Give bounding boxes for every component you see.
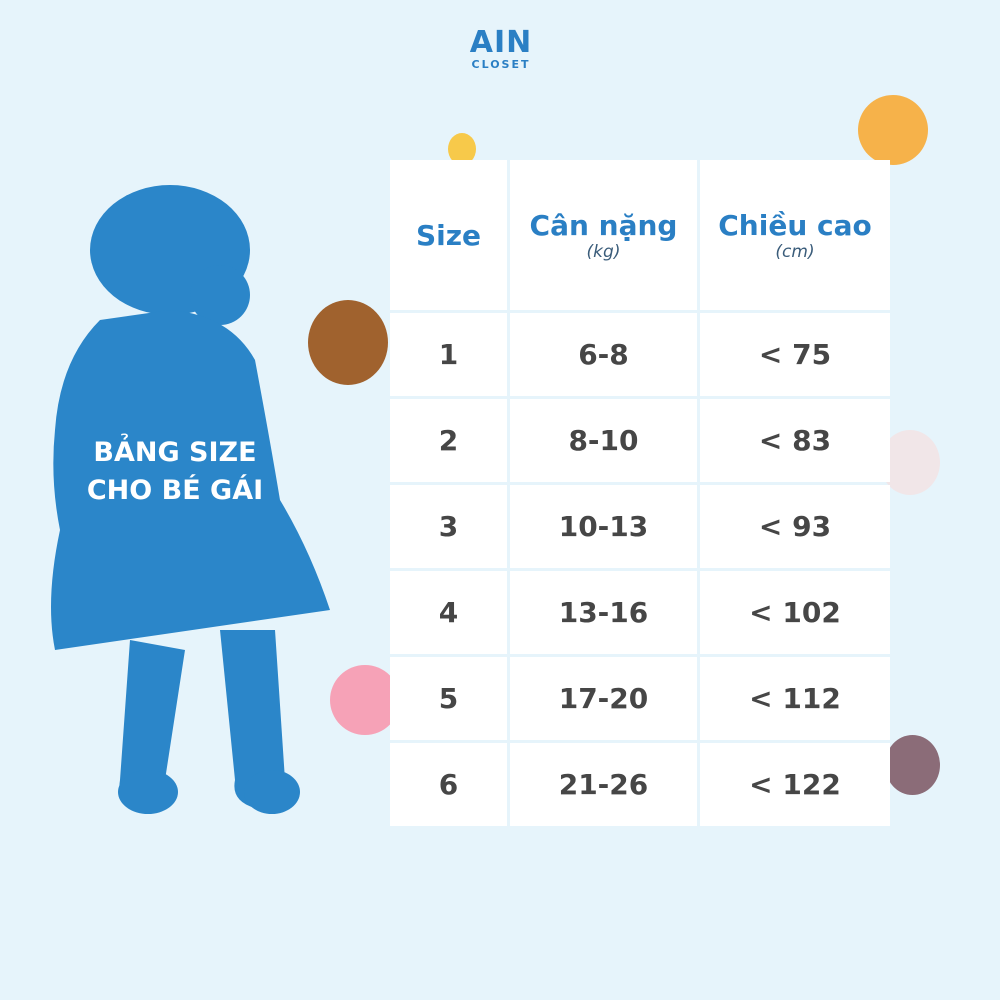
cell-size: 5	[390, 657, 507, 740]
cell-weight: 10-13	[510, 485, 697, 568]
logo-text: AIN	[469, 25, 533, 60]
chick-icon	[448, 133, 476, 165]
monkey-icon	[308, 300, 388, 385]
header-weight: Cân nặng (kg)	[510, 160, 697, 310]
girl-silhouette	[51, 185, 330, 814]
title-line-1: BẢNG SIZE	[93, 437, 257, 468]
header-height: Chiều cao (cm)	[700, 160, 890, 310]
size-table: Size Cân nặng (kg) Chiều cao (cm) 1 6-8 …	[390, 160, 890, 826]
cell-size: 3	[390, 485, 507, 568]
cell-height: < 83	[700, 399, 890, 482]
cell-weight: 17-20	[510, 657, 697, 740]
cell-height: < 112	[700, 657, 890, 740]
header-label: Cân nặng	[529, 208, 678, 242]
cell-height: < 75	[700, 313, 890, 396]
cell-size: 1	[390, 313, 507, 396]
pig-icon	[330, 665, 400, 735]
size-chart-title: BẢNG SIZE CHO BÉ GÁI	[60, 434, 290, 510]
mouse-icon	[885, 735, 940, 795]
cell-weight: 8-10	[510, 399, 697, 482]
header-unit: (kg)	[586, 241, 621, 262]
cell-size: 2	[390, 399, 507, 482]
cat-icon	[858, 95, 928, 165]
cell-weight: 13-16	[510, 571, 697, 654]
cell-height: < 93	[700, 485, 890, 568]
cell-weight: 6-8	[510, 313, 697, 396]
header-size: Size	[390, 160, 507, 310]
header-unit: (cm)	[775, 241, 815, 262]
logo-subtext: CLOSET	[471, 58, 531, 71]
cell-weight: 21-26	[510, 743, 697, 826]
title-line-2: CHO BÉ GÁI	[86, 475, 264, 506]
cell-height: < 102	[700, 571, 890, 654]
cell-size: 6	[390, 743, 507, 826]
header-label: Chiều cao	[718, 208, 872, 242]
cell-size: 4	[390, 571, 507, 654]
cell-height: < 122	[700, 743, 890, 826]
rabbit-icon	[880, 430, 940, 495]
header-label: Size	[415, 218, 482, 252]
brand-logo: AIN CLOSET	[466, 28, 536, 72]
